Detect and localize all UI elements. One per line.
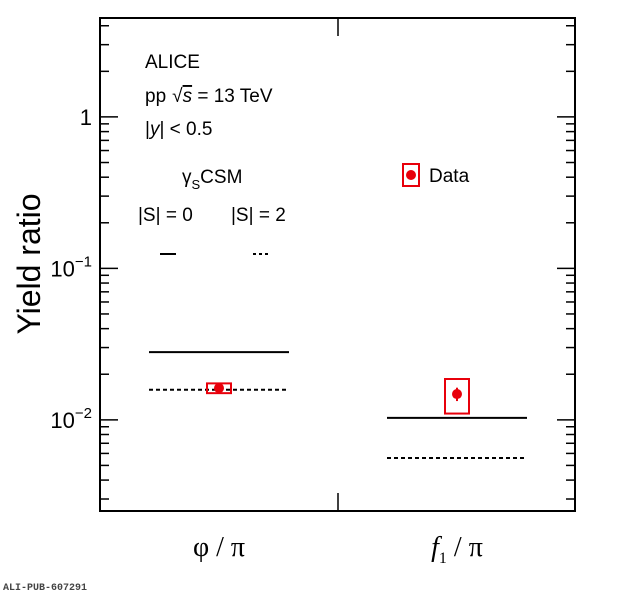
y-axis-ticks: [100, 24, 575, 500]
publication-id: ALI-PUB-607291: [3, 583, 87, 594]
data-marks: [149, 351, 527, 459]
y-tick-label: 10−2: [50, 405, 92, 433]
legend-s2-label: |S| = 2: [231, 205, 286, 226]
data-syst-box: [444, 378, 470, 415]
category-label-phi: φ / π: [193, 532, 245, 563]
legend-data-label: Data: [429, 166, 470, 187]
system-label: pp √s = 13 TeV: [145, 86, 273, 107]
y-axis-label: Yield ratio: [11, 193, 47, 334]
legend-data-box: [402, 163, 420, 187]
y-tick-label: 10−1: [50, 253, 92, 281]
y-axis-tick-labels: 1 10−1 10−2: [50, 105, 92, 433]
data-point: [452, 389, 462, 400]
legend-s0-label: |S| = 0: [138, 205, 193, 226]
legend-data-marker: [406, 170, 416, 180]
y-tick-label: 1: [80, 105, 92, 130]
category-label-f1: f1 / π: [431, 532, 483, 567]
data-point: [214, 383, 224, 394]
rapidity-label: |y| < 0.5: [145, 119, 212, 140]
experiment-label: ALICE: [145, 52, 200, 73]
model-label: γSCSM: [182, 167, 242, 192]
